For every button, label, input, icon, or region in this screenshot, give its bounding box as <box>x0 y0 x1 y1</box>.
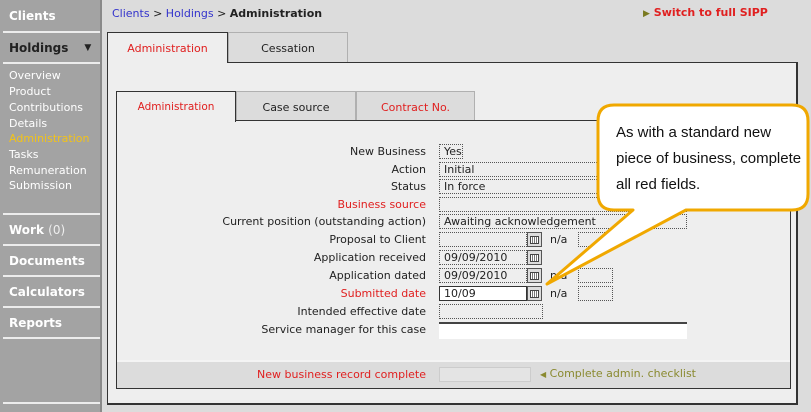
nav-work-label: Work <box>9 222 44 237</box>
submenu-product[interactable]: Product <box>9 85 51 98</box>
label-record-complete: New business record complete <box>257 368 426 381</box>
label-current-position: Current position (outstanding action) <box>222 215 426 228</box>
submitted-date-field[interactable]: 10/09 <box>439 286 527 301</box>
label-intended-date: Intended effective date <box>297 305 426 318</box>
tab-label: Case source <box>262 100 330 114</box>
label-service-manager: Service manager for this case <box>261 323 426 336</box>
submenu-overview[interactable]: Overview <box>9 69 61 82</box>
label-proposal: Proposal to Client <box>329 233 426 246</box>
nav-clients[interactable]: Clients <box>3 0 100 32</box>
callout-text: As with a standard new piece of business… <box>616 124 802 193</box>
sidebar: Clients Holdings ▼ Overview Product Contr… <box>0 0 102 412</box>
breadcrumb-holdings[interactable]: Holdings <box>165 7 214 20</box>
submenu-contributions[interactable]: Contributions <box>9 101 84 114</box>
nav-reports-label: Reports <box>9 315 63 330</box>
inner-tab-administration[interactable]: Administration <box>116 91 236 122</box>
submenu-tasks[interactable]: Tasks <box>9 148 39 161</box>
nav-documents-label: Documents <box>9 253 85 268</box>
nav-holdings-label: Holdings <box>9 40 69 55</box>
nav-clients-label: Clients <box>9 9 56 23</box>
breadcrumb-sep: > <box>153 7 163 20</box>
work-count: (0) <box>48 222 66 237</box>
tab-label: Contract No. <box>380 100 451 114</box>
nav-holdings[interactable]: Holdings ▼ <box>3 31 100 62</box>
nav-calculators[interactable]: Calculators <box>3 275 100 306</box>
label-submitted-date: Submitted date <box>340 287 426 300</box>
submenu-details[interactable]: Details <box>9 117 48 130</box>
calendar-icon[interactable] <box>527 232 542 247</box>
nav-calculators-label: Calculators <box>9 284 85 299</box>
breadcrumb-current: Administration <box>229 7 323 20</box>
label-app-received: Application received <box>313 251 426 264</box>
label-app-dated: Application dated <box>329 269 426 282</box>
switch-link-label: Switch to full SIPP <box>653 6 768 19</box>
checklist-label: Complete admin. checklist <box>549 367 696 380</box>
app-received-field[interactable]: 09/09/2010 <box>439 250 527 265</box>
arrow-right-icon: ▶ <box>643 9 650 19</box>
breadcrumb-clients[interactable]: Clients <box>112 7 150 20</box>
label-action: Action <box>391 163 426 176</box>
calendar-icon[interactable] <box>527 286 542 301</box>
calendar-icon[interactable] <box>527 250 542 265</box>
breadcrumb: Clients > Holdings > Administration <box>112 7 322 20</box>
na-label: n/a <box>550 287 568 300</box>
switch-full-sipp-link[interactable]: ▶ Switch to full SIPP <box>643 6 768 19</box>
proposal-date-field[interactable] <box>439 232 527 247</box>
tab-label: Administration <box>127 41 208 55</box>
submenu-remuneration[interactable]: Remuneration <box>9 164 87 177</box>
intended-date-field[interactable] <box>439 304 543 319</box>
dropdown-arrow-icon: ▼ <box>84 42 92 53</box>
nav-reports[interactable]: Reports <box>3 306 100 337</box>
submenu-administration[interactable]: Administration <box>9 132 90 145</box>
inner-tab-contract-no[interactable]: Contract No. <box>356 91 475 122</box>
tab-administration[interactable]: Administration <box>107 32 228 63</box>
label-status: Status <box>390 180 426 193</box>
new-business-field[interactable]: Yes <box>439 144 463 159</box>
divider <box>3 402 100 404</box>
submitted-na-field[interactable] <box>578 286 613 301</box>
app-dated-field[interactable]: 09/09/2010 <box>439 268 527 283</box>
service-manager-field[interactable] <box>439 322 687 339</box>
arrow-left-icon: ◀ <box>540 370 547 379</box>
nav-documents[interactable]: Documents <box>3 244 100 275</box>
inner-tab-case-source[interactable]: Case source <box>236 91 356 122</box>
complete-checklist-link[interactable]: ◀ Complete admin. checklist <box>540 367 696 380</box>
nav-work[interactable]: Work (0) <box>3 213 100 244</box>
na-label: n/a <box>550 233 568 246</box>
app-dated-na-field[interactable] <box>578 268 613 283</box>
submenu-submission[interactable]: Submission <box>9 179 72 192</box>
breadcrumb-sep: > <box>217 7 227 20</box>
label-business-source: Business source <box>337 198 426 211</box>
label-new-business: New Business <box>350 145 426 158</box>
divider <box>3 62 100 64</box>
tab-cessation[interactable]: Cessation <box>228 32 348 63</box>
record-complete-field <box>439 367 531 382</box>
divider <box>3 337 100 339</box>
calendar-icon[interactable] <box>527 268 542 283</box>
tab-label: Cessation <box>261 41 315 55</box>
tab-label: Administration <box>137 101 215 113</box>
